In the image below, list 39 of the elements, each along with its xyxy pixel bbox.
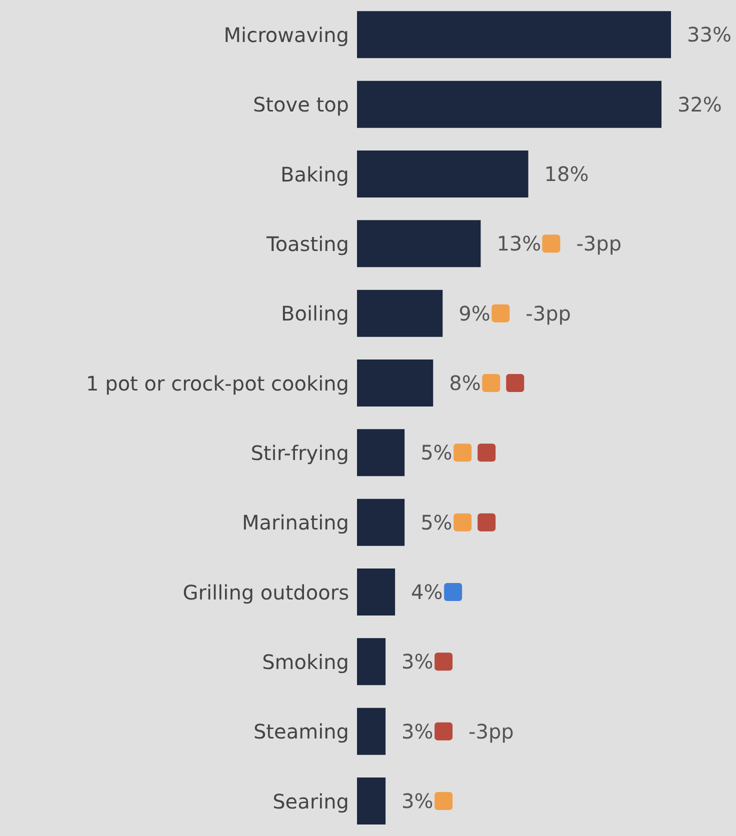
data-label: 5%	[420, 510, 452, 534]
bar	[357, 80, 662, 128]
y-tick-label: 1 pot or crock-pot cooking	[86, 371, 349, 396]
annotation: -3pp	[576, 232, 622, 256]
bar	[357, 777, 386, 824]
y-tick-label: Smoking	[262, 650, 349, 674]
annotation: -3pp	[526, 301, 571, 326]
annotation: -3pp	[468, 719, 514, 744]
data-label: 13%	[496, 232, 542, 256]
bar	[357, 150, 528, 198]
data-label: 3%	[402, 719, 434, 744]
y-tick-label: Steaming	[253, 720, 349, 744]
bar	[357, 290, 443, 337]
data-label: 33%	[687, 22, 732, 47]
bar	[357, 708, 386, 755]
data-label: 5%	[420, 440, 452, 465]
data-label: 3%	[402, 788, 434, 813]
y-tick-label: Boiling	[281, 302, 349, 326]
bar	[357, 220, 481, 268]
y-tick-label: Marinating	[242, 510, 349, 535]
y-tick-label: Stir-frying	[250, 440, 349, 465]
data-label: 18%	[544, 162, 589, 186]
bar	[357, 11, 671, 58]
bar	[357, 498, 405, 546]
data-label: 9%	[458, 301, 490, 326]
data-label: 8%	[449, 370, 481, 395]
y-tick-label: Grilling outdoors	[182, 580, 349, 604]
data-label: 3%	[402, 650, 434, 674]
y-tick-label: Microwaving	[224, 22, 349, 47]
data-label: 4%	[411, 580, 443, 604]
bar	[357, 568, 396, 616]
y-tick-label: Searing	[272, 789, 349, 814]
bar	[357, 429, 405, 476]
y-tick-label: Baking	[280, 162, 349, 186]
bar	[357, 359, 434, 406]
y-tick-label: Toasting	[266, 232, 349, 256]
data-label: 32%	[677, 92, 722, 116]
y-tick-label: Stove top	[252, 92, 349, 117]
bar	[357, 638, 386, 686]
